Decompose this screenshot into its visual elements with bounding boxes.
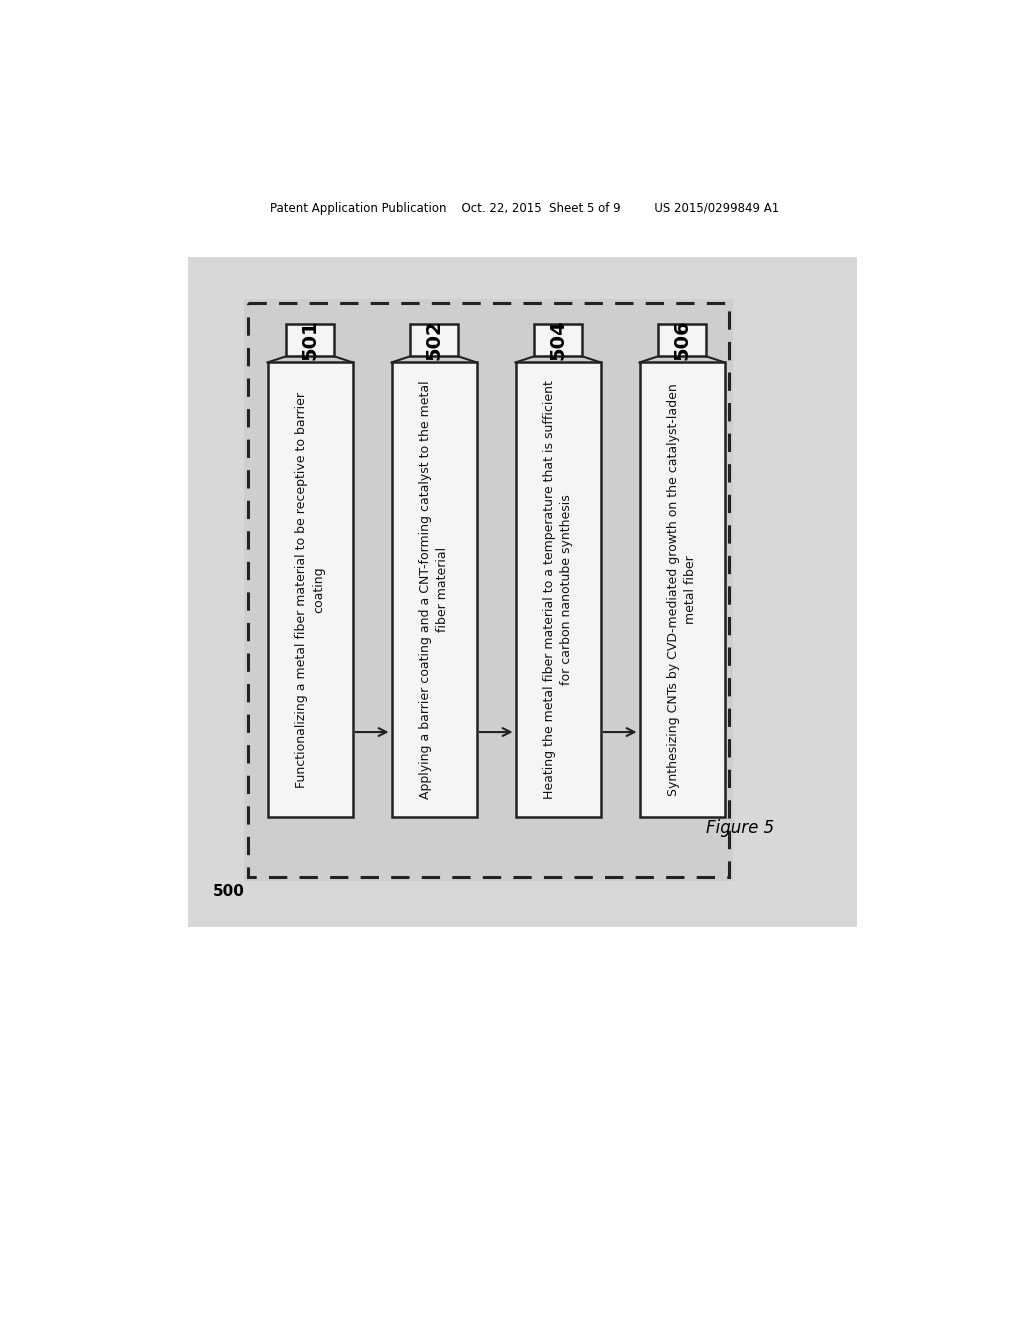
Bar xyxy=(245,300,732,880)
Bar xyxy=(248,304,729,876)
Text: Synthesizing CNTs by CVD-mediated growth on the catalyst-laden
metal fiber: Synthesizing CNTs by CVD-mediated growth… xyxy=(667,383,697,796)
Bar xyxy=(188,257,856,927)
Text: Patent Application Publication    Oct. 22, 2015  Sheet 5 of 9         US 2015/02: Patent Application Publication Oct. 22, … xyxy=(270,202,779,215)
Text: Figure 5: Figure 5 xyxy=(707,820,774,837)
Text: 501: 501 xyxy=(301,319,319,360)
Text: 504: 504 xyxy=(549,319,567,360)
Bar xyxy=(286,323,334,356)
Text: Functionalizing a metal fiber material to be receptive to barrier
coating: Functionalizing a metal fiber material t… xyxy=(295,392,326,788)
Text: 500: 500 xyxy=(213,884,245,899)
Bar xyxy=(391,363,477,817)
Bar xyxy=(267,363,352,817)
Bar xyxy=(535,323,583,356)
Text: Applying a barrier coating and a CNT-forming catalyst to the metal
fiber materia: Applying a barrier coating and a CNT-for… xyxy=(419,380,450,799)
Text: Heating the metal fiber material to a temperature that is sufficient
for carbon : Heating the metal fiber material to a te… xyxy=(543,380,573,799)
Bar xyxy=(515,363,601,817)
Text: 506: 506 xyxy=(673,319,691,360)
Text: 502: 502 xyxy=(425,319,443,360)
Bar xyxy=(410,323,458,356)
Bar xyxy=(640,363,725,817)
Bar xyxy=(658,323,707,356)
